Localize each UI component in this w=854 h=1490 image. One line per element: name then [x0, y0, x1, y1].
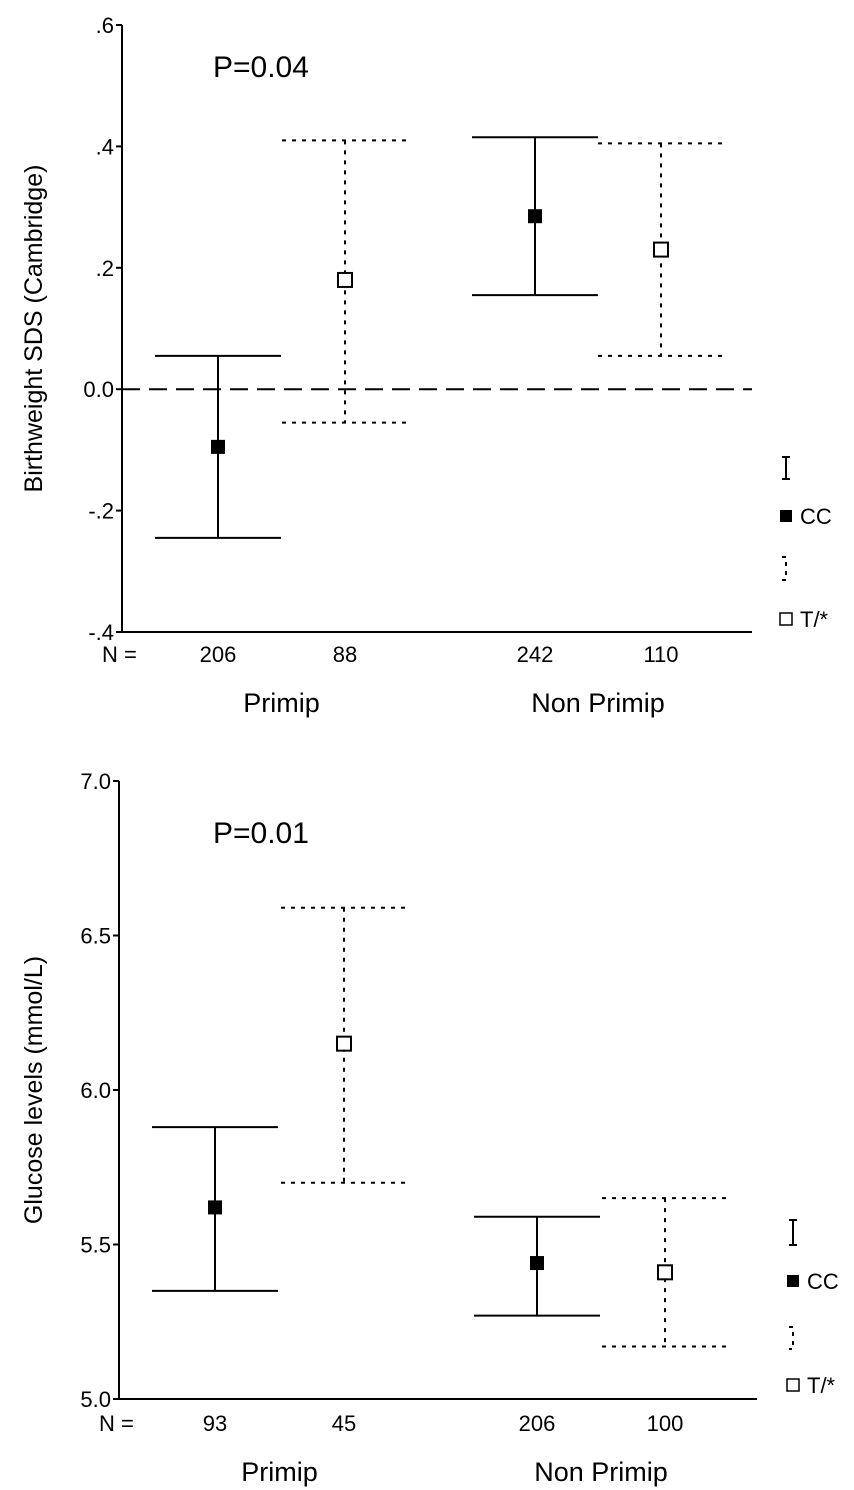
- chart1-cc-nonprimip-mean-marker: [528, 209, 542, 224]
- chart2-cc-primip-n-value: 93: [203, 1411, 227, 1436]
- chart1-legend-filled-square-icon: [780, 510, 792, 522]
- chart1-t-primip-n-value: 88: [333, 642, 357, 667]
- chart2-t-primip-n-value: 45: [332, 1411, 356, 1436]
- chart1-y-tick-label: .6: [96, 13, 114, 38]
- chart2-n-label: N =: [99, 1411, 134, 1436]
- chart1-cc-nonprimip-n-value: 242: [517, 642, 554, 667]
- chart2-group-label-nonprimip: Non Primip: [534, 1457, 668, 1487]
- chart2-cc-nonprimip-mean-marker: [530, 1256, 544, 1271]
- chart1-y-tick-label: 0.0: [83, 377, 114, 402]
- chart2-y-axis-label: Glucose levels (mmol/L): [20, 956, 48, 1224]
- chart2-t-nonprimip-n-value: 100: [647, 1411, 684, 1436]
- chart2-legend-open-square-icon: [786, 1378, 800, 1392]
- chart2-legend-label-t: T/*: [807, 1373, 836, 1398]
- chart2-legend-label-cc: CC: [807, 1269, 839, 1294]
- chart2-t-primip-mean-marker: [336, 1035, 352, 1052]
- chart1-y-tick-label: .4: [96, 134, 114, 159]
- chart2-cc-nonprimip-n-value: 206: [519, 1411, 556, 1436]
- chart2-t-nonprimip-mean-marker: [657, 1264, 673, 1281]
- chart1-y-tick-label: .2: [96, 256, 114, 281]
- chart1-t-nonprimip-mean-marker: [653, 241, 669, 258]
- chart2-group-label-primip: Primip: [241, 1457, 318, 1487]
- chart1-t-primip-mean-marker: [337, 271, 353, 288]
- chart2-legend-filled-square-icon: [787, 1275, 799, 1287]
- chart1-y-axis-label: Birthweight SDS (Cambridge): [20, 165, 48, 493]
- chart2-y-tick-label: 7.0: [80, 769, 111, 794]
- chart2-y-tick-label: 6.5: [80, 924, 111, 949]
- chart1-group-label-primip: Primip: [243, 688, 320, 718]
- chart1-t-nonprimip-n-value: 110: [643, 642, 678, 667]
- chart1-p-value-annotation: P=0.04: [213, 51, 309, 84]
- chart1-group-label-nonprimip: Non Primip: [531, 688, 665, 718]
- chart1-legend-dotted-bar-icon: [782, 556, 787, 581]
- chart2-legend-dotted-bar-icon: [789, 1326, 794, 1350]
- chart1-legend-label-cc: CC: [800, 504, 832, 529]
- chart1-cc-primip-n-value: 206: [200, 642, 237, 667]
- chart2-y-tick-label: 6.0: [80, 1078, 111, 1103]
- chart2-cc-primip-mean-marker: [208, 1200, 222, 1215]
- chart2-y-tick-label: 5.0: [80, 1387, 111, 1412]
- chart1-y-tick-label: -.2: [88, 499, 114, 524]
- chart1-n-label: N =: [102, 642, 137, 667]
- chart1-y-tick-label: -.4: [88, 620, 114, 645]
- chart1-legend-label-t: T/*: [800, 607, 829, 632]
- chart1-cc-primip-mean-marker: [211, 439, 225, 454]
- chart2-y-tick-label: 5.5: [80, 1233, 111, 1258]
- chart1-legend-open-square-icon: [779, 612, 793, 626]
- chart2-p-value-annotation: P=0.01: [213, 817, 309, 850]
